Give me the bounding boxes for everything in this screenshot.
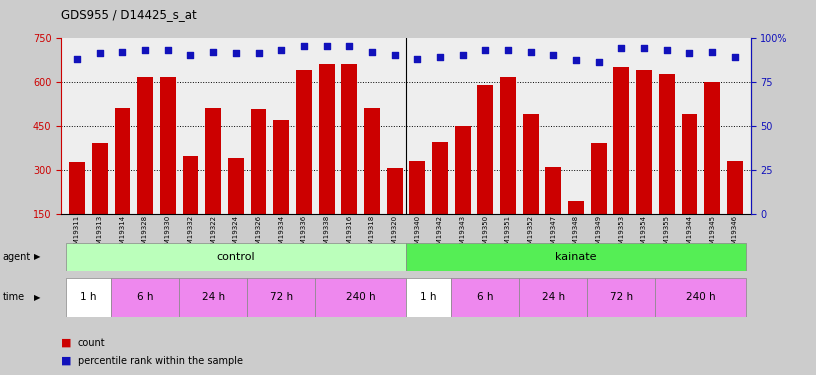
Point bbox=[502, 47, 515, 53]
Bar bbox=[296, 70, 312, 258]
Text: 6 h: 6 h bbox=[477, 292, 494, 302]
Bar bbox=[614, 67, 629, 258]
Bar bbox=[406, 243, 746, 271]
Point bbox=[206, 49, 220, 55]
Point bbox=[70, 56, 83, 62]
Point bbox=[162, 47, 175, 53]
Point bbox=[93, 50, 106, 56]
Point bbox=[592, 59, 605, 65]
Point bbox=[456, 52, 469, 58]
Bar bbox=[387, 168, 402, 258]
Text: GDS955 / D14425_s_at: GDS955 / D14425_s_at bbox=[61, 8, 197, 21]
Bar bbox=[66, 243, 406, 271]
Bar bbox=[251, 110, 267, 258]
Bar bbox=[183, 156, 198, 258]
Text: agent: agent bbox=[2, 252, 31, 262]
Bar bbox=[451, 278, 519, 317]
Bar bbox=[568, 201, 584, 258]
Bar bbox=[180, 278, 247, 317]
Bar bbox=[655, 278, 746, 317]
Text: count: count bbox=[78, 338, 105, 348]
Bar bbox=[318, 64, 335, 258]
Text: 72 h: 72 h bbox=[610, 292, 633, 302]
Bar bbox=[228, 158, 244, 258]
Bar bbox=[160, 77, 175, 258]
Bar bbox=[659, 74, 675, 258]
Point bbox=[570, 57, 583, 63]
Point bbox=[320, 44, 333, 50]
Point bbox=[615, 45, 628, 51]
Point bbox=[524, 49, 537, 55]
Point bbox=[410, 56, 424, 62]
Text: control: control bbox=[216, 252, 255, 262]
Bar bbox=[111, 278, 180, 317]
Point bbox=[729, 54, 742, 60]
Point bbox=[388, 52, 401, 58]
Bar bbox=[364, 108, 380, 258]
Bar bbox=[500, 77, 516, 258]
Text: 72 h: 72 h bbox=[269, 292, 293, 302]
Bar bbox=[69, 162, 85, 258]
Bar bbox=[636, 70, 652, 258]
Text: 24 h: 24 h bbox=[542, 292, 565, 302]
Point bbox=[252, 50, 265, 56]
Bar bbox=[92, 143, 108, 258]
Point bbox=[637, 45, 650, 51]
Text: time: time bbox=[2, 292, 24, 302]
Bar bbox=[455, 126, 471, 258]
Bar bbox=[477, 84, 494, 258]
Point bbox=[275, 47, 288, 53]
Point bbox=[660, 47, 673, 53]
Bar bbox=[273, 120, 289, 258]
Text: ▶: ▶ bbox=[34, 252, 41, 261]
Text: 6 h: 6 h bbox=[137, 292, 153, 302]
Text: 240 h: 240 h bbox=[686, 292, 716, 302]
Bar bbox=[206, 108, 221, 258]
Text: 24 h: 24 h bbox=[202, 292, 224, 302]
Text: 1 h: 1 h bbox=[80, 292, 96, 302]
Bar bbox=[137, 77, 153, 258]
Bar bbox=[523, 114, 539, 258]
Bar bbox=[591, 143, 606, 258]
Bar bbox=[704, 82, 720, 258]
Point bbox=[547, 52, 560, 58]
Bar bbox=[114, 108, 131, 258]
Bar bbox=[727, 161, 743, 258]
Text: 1 h: 1 h bbox=[420, 292, 437, 302]
Point bbox=[343, 44, 356, 50]
Point bbox=[479, 47, 492, 53]
Text: ▶: ▶ bbox=[34, 292, 41, 302]
Bar bbox=[588, 278, 655, 317]
Bar bbox=[410, 161, 425, 258]
Bar bbox=[681, 114, 698, 258]
Text: percentile rank within the sample: percentile rank within the sample bbox=[78, 356, 242, 366]
Point bbox=[433, 54, 446, 60]
Bar bbox=[406, 278, 451, 317]
Bar bbox=[432, 142, 448, 258]
Point bbox=[297, 44, 310, 50]
Text: ■: ■ bbox=[61, 356, 72, 366]
Bar bbox=[66, 278, 111, 317]
Point bbox=[706, 49, 719, 55]
Bar bbox=[545, 167, 561, 258]
Text: kainate: kainate bbox=[556, 252, 596, 262]
Bar bbox=[315, 278, 406, 317]
Point bbox=[116, 49, 129, 55]
Point bbox=[139, 47, 152, 53]
Bar bbox=[247, 278, 315, 317]
Point bbox=[366, 49, 379, 55]
Point bbox=[683, 50, 696, 56]
Text: 240 h: 240 h bbox=[346, 292, 375, 302]
Point bbox=[229, 50, 242, 56]
Point bbox=[184, 52, 197, 58]
Bar bbox=[341, 64, 357, 258]
Bar bbox=[519, 278, 588, 317]
Text: ■: ■ bbox=[61, 338, 72, 348]
